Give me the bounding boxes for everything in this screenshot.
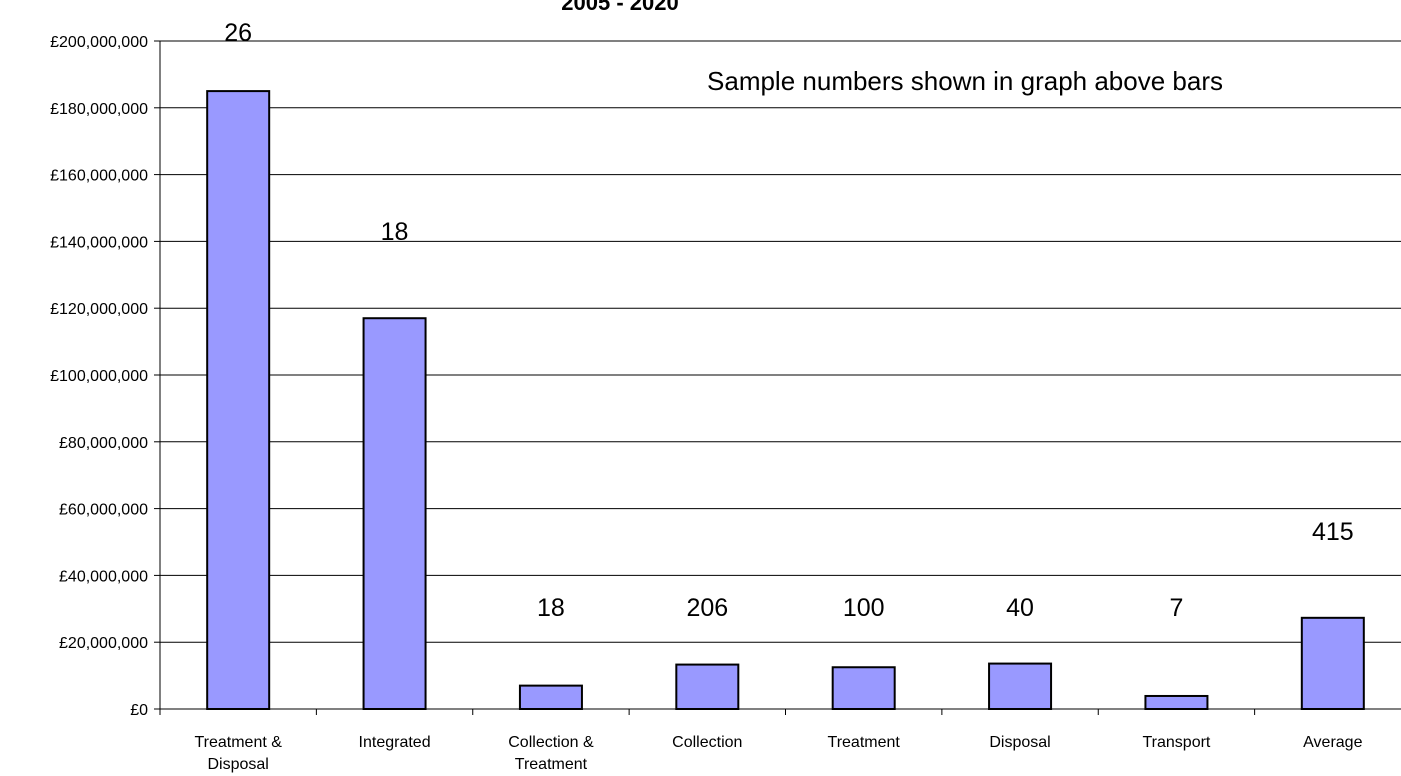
x-tick-label: Transport	[1143, 734, 1211, 751]
y-tick-label: £140,000,000	[50, 234, 148, 251]
x-tick-label: Collection	[672, 734, 742, 751]
gridlines	[154, 40, 1401, 710]
sample-count-label: 18	[381, 218, 409, 246]
sample-numbers-note: Sample numbers shown in graph above bars	[707, 66, 1223, 96]
x-tick-label: Treatment & Disposal	[194, 734, 282, 773]
bar	[988, 662, 1053, 710]
bar	[1300, 616, 1365, 710]
bar	[1144, 694, 1209, 710]
bar	[675, 663, 740, 711]
bar	[362, 317, 427, 710]
bar	[518, 684, 583, 710]
y-tick-label: £20,000,000	[59, 635, 148, 652]
bars	[206, 90, 1365, 711]
y-tick-label: £120,000,000	[50, 301, 148, 318]
x-tick-label: Integrated	[359, 734, 431, 751]
y-tick-label: £160,000,000	[50, 168, 148, 185]
y-tick-label: £0	[130, 702, 148, 719]
sample-count-label: 100	[843, 594, 885, 622]
y-tick-labels: £0 £20,000,000 £40,000,000 £60,000,000 £80,0…	[50, 34, 148, 719]
axes	[159, 41, 1401, 715]
sample-count-label: 40	[1006, 594, 1034, 622]
sample-count-label: 415	[1312, 518, 1354, 546]
sample-count-label: 206	[686, 594, 728, 622]
bar	[206, 90, 271, 711]
y-tick-label: £40,000,000	[59, 568, 148, 585]
x-tick-label: Collection & Treatment	[508, 734, 594, 773]
x-tick-label: Disposal	[989, 734, 1050, 751]
y-tick-label: £60,000,000	[59, 502, 148, 519]
sample-count-label: 7	[1169, 594, 1183, 622]
x-tick-label: Average	[1303, 734, 1362, 751]
sample-count-labels: 26 18 18 206 100 40 7 415	[224, 19, 1353, 622]
bar	[831, 666, 896, 710]
sample-count-label: 18	[537, 594, 565, 622]
x-tick-labels: Treatment & Disposal Integrated Collection …	[194, 734, 1362, 773]
y-tick-label: £80,000,000	[59, 435, 148, 452]
y-tick-label: £100,000,000	[50, 368, 148, 385]
y-tick-label: £200,000,000	[50, 34, 148, 51]
x-tick-label: Treatment	[828, 734, 901, 751]
chart-title: 2005 - 2020	[561, 0, 678, 15]
y-tick-label: £180,000,000	[50, 101, 148, 118]
sample-count-label: 26	[224, 19, 252, 47]
